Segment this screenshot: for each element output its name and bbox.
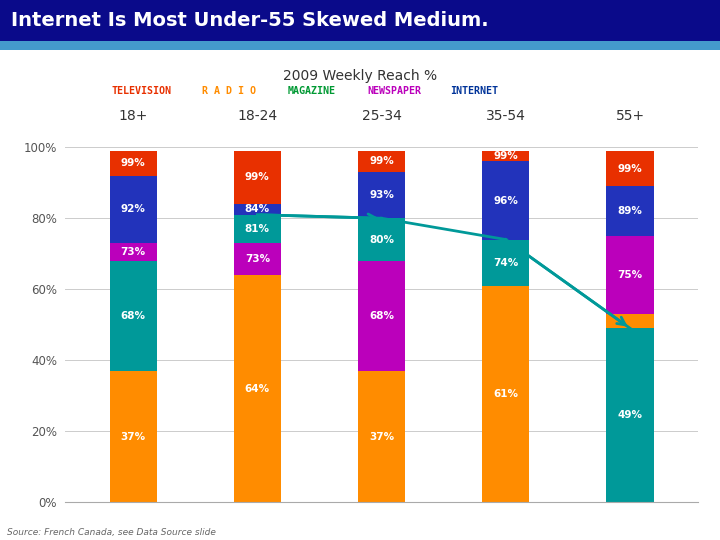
Text: 92%: 92% (121, 204, 145, 214)
Bar (109, 371, 157, 502)
Text: 99%: 99% (493, 151, 518, 161)
Bar (358, 172, 405, 218)
Text: Internet Is Most Under-55 Skewed Medium.: Internet Is Most Under-55 Skewed Medium. (11, 11, 488, 30)
Text: 68%: 68% (369, 311, 394, 321)
Text: 64%: 64% (245, 383, 270, 394)
Bar (109, 176, 157, 243)
Text: 55+: 55+ (616, 109, 644, 123)
Text: 93%: 93% (369, 190, 394, 200)
Bar (482, 161, 529, 240)
Text: 25-34: 25-34 (361, 109, 402, 123)
Text: 18-24: 18-24 (238, 109, 277, 123)
Bar (358, 371, 405, 502)
FancyBboxPatch shape (0, 40, 720, 50)
Text: 73%: 73% (245, 254, 270, 264)
Bar (234, 243, 281, 275)
Text: 73%: 73% (120, 247, 145, 257)
Text: 61%: 61% (493, 389, 518, 399)
Bar (109, 261, 157, 371)
Text: 74%: 74% (493, 258, 518, 268)
Text: R A D I O: R A D I O (202, 86, 256, 97)
Text: 81%: 81% (245, 224, 270, 234)
Text: 68%: 68% (121, 311, 145, 321)
Bar (606, 186, 654, 236)
Text: 2009 Weekly Reach %: 2009 Weekly Reach % (283, 69, 437, 83)
Bar (109, 151, 157, 176)
Bar (606, 151, 654, 186)
Bar (482, 151, 529, 161)
Bar (358, 151, 405, 172)
Bar (358, 151, 405, 502)
Text: TELEVISION: TELEVISION (112, 86, 171, 97)
Bar (606, 328, 654, 502)
Bar (606, 151, 654, 502)
Text: 37%: 37% (369, 431, 394, 442)
Text: 35-54: 35-54 (486, 109, 526, 123)
Text: 75%: 75% (618, 270, 643, 280)
Bar (358, 261, 405, 371)
Bar (482, 240, 529, 286)
Bar (606, 236, 654, 314)
Text: 18+: 18+ (119, 109, 148, 123)
Text: 99%: 99% (618, 164, 642, 173)
Text: INTERNET: INTERNET (450, 86, 498, 97)
Text: 49%: 49% (618, 410, 642, 420)
Text: 96%: 96% (493, 195, 518, 206)
Text: MAGAZINE: MAGAZINE (288, 86, 336, 97)
Bar (234, 151, 281, 502)
Bar (606, 314, 654, 328)
Bar (234, 151, 281, 204)
FancyBboxPatch shape (0, 0, 720, 40)
Text: 99%: 99% (245, 172, 270, 183)
Bar (358, 218, 405, 261)
Bar (482, 286, 529, 502)
Text: 80%: 80% (369, 234, 394, 245)
Bar (109, 151, 157, 502)
Bar (234, 204, 281, 215)
Text: 99%: 99% (121, 158, 145, 168)
Text: 89%: 89% (618, 206, 642, 216)
Bar (482, 151, 529, 502)
Text: NEWSPAPER: NEWSPAPER (367, 86, 421, 97)
Text: 37%: 37% (120, 431, 145, 442)
Text: 84%: 84% (245, 204, 270, 214)
Bar (234, 215, 281, 243)
Bar (109, 243, 157, 261)
Text: 99%: 99% (369, 157, 394, 166)
Bar (234, 275, 281, 502)
Text: Source: French Canada, see Data Source slide: Source: French Canada, see Data Source s… (7, 528, 216, 537)
